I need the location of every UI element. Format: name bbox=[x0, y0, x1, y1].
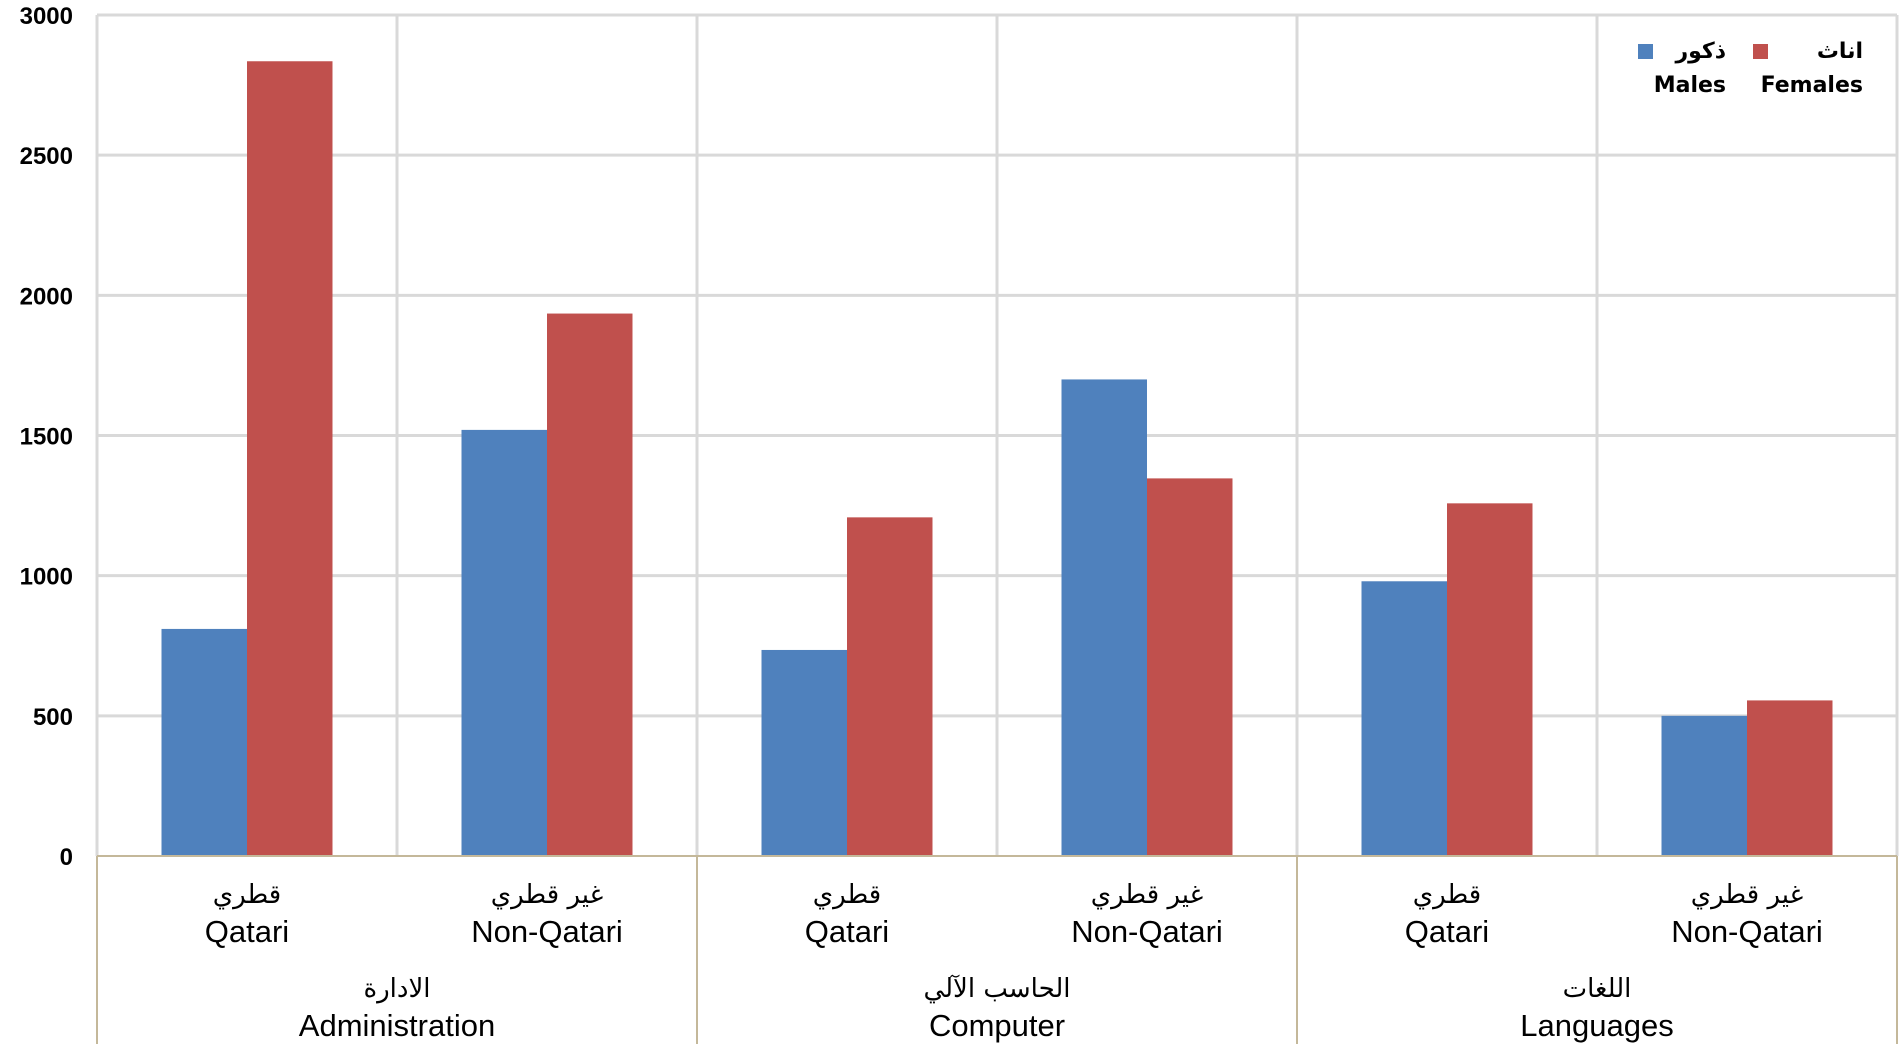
x-category-label-arabic: قطري bbox=[813, 880, 881, 910]
x-category-label-arabic: غير قطري bbox=[491, 880, 604, 910]
x-category-label-arabic: غير قطري bbox=[1091, 880, 1204, 910]
legend-swatch-males bbox=[1638, 44, 1653, 59]
legend-swatch-females bbox=[1753, 44, 1768, 59]
legend-label-males-arabic: ذكور bbox=[1674, 39, 1726, 64]
y-tick-label: 1000 bbox=[20, 564, 73, 591]
bar-females-non-qatari bbox=[1147, 478, 1233, 856]
bar-males-non-qatari bbox=[1661, 715, 1747, 856]
x-category-label-english: Qatari bbox=[805, 914, 889, 949]
x-category-label-arabic: قطري bbox=[1413, 880, 1481, 910]
bar-males-qatari bbox=[1361, 581, 1447, 856]
chart-axes bbox=[95, 15, 1898, 1044]
y-tick-label: 3000 bbox=[20, 3, 73, 30]
x-group-label-arabic: الحاسب الآلي bbox=[923, 974, 1070, 1004]
x-category-label-arabic: غير قطري bbox=[1691, 880, 1804, 910]
x-category-label-english: Qatari bbox=[1405, 914, 1489, 949]
bar-males-non-qatari bbox=[461, 429, 547, 856]
y-axis-tick-labels: 0 500 1000 1500 2000 2500 3000 bbox=[20, 3, 73, 871]
legend-label-females-english: Females bbox=[1761, 73, 1863, 98]
x-category-label-english: Qatari bbox=[205, 914, 289, 949]
y-tick-label: 2000 bbox=[20, 283, 73, 310]
bar-females-qatari bbox=[1447, 503, 1533, 856]
x-category-label-english: Non-Qatari bbox=[1671, 914, 1823, 949]
x-category-label-english: Non-Qatari bbox=[1071, 914, 1223, 949]
y-tick-label: 2500 bbox=[20, 143, 73, 170]
x-group-label-english: Computer bbox=[929, 1008, 1065, 1043]
x-group-label-arabic: اللغات bbox=[1563, 974, 1632, 1004]
y-tick-label: 0 bbox=[60, 844, 73, 871]
bar-males-non-qatari bbox=[1061, 379, 1147, 856]
chart-legend: ذكور Males اناث Females bbox=[1638, 39, 1863, 98]
bar-females-qatari bbox=[247, 61, 333, 856]
legend-label-males-english: Males bbox=[1654, 73, 1726, 98]
x-group-label-english: Administration bbox=[299, 1008, 495, 1043]
x-group-label-arabic: الادارة bbox=[363, 974, 430, 1004]
x-category-label-english: Non-Qatari bbox=[471, 914, 623, 949]
x-category-label-arabic: قطري bbox=[213, 880, 281, 910]
bar-females-non-qatari bbox=[547, 313, 633, 856]
y-tick-label: 500 bbox=[33, 704, 73, 731]
chart-grid bbox=[95, 13, 1899, 856]
y-tick-label: 1500 bbox=[20, 424, 73, 451]
x-group-label-english: Languages bbox=[1520, 1008, 1673, 1043]
bar-males-qatari bbox=[761, 649, 847, 856]
x-axis-labels: قطري Qatari غير قطري Non-Qatari قطري Qatari غي… bbox=[205, 880, 1823, 1043]
bar-males-qatari bbox=[161, 628, 247, 856]
legend-label-females-arabic: اناث bbox=[1817, 39, 1863, 64]
bar-females-non-qatari bbox=[1747, 700, 1833, 856]
chart-bars bbox=[161, 61, 1833, 856]
bar-females-qatari bbox=[847, 517, 933, 856]
